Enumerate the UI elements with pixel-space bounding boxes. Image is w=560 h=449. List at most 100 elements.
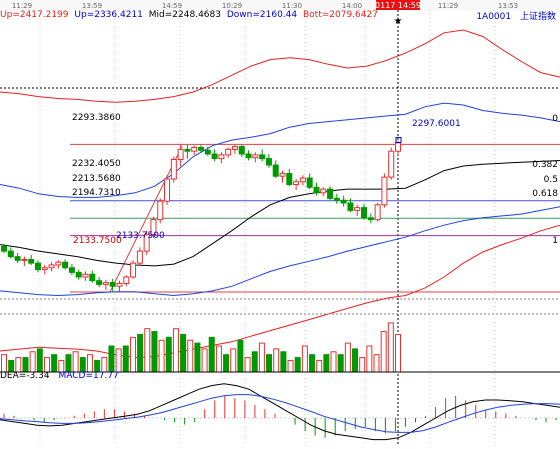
dea-value: DEA=-3.34 — [0, 371, 50, 381]
symbol-name: 上证指数 — [519, 12, 556, 22]
volume-bar — [51, 354, 58, 373]
candle-body — [34, 262, 41, 271]
candle-body — [48, 264, 55, 269]
candle-body — [225, 148, 232, 156]
price-label-618: 2194.7310 — [72, 188, 121, 198]
candle-body — [68, 267, 75, 273]
volume-bar — [187, 339, 194, 373]
candle-body — [177, 148, 184, 161]
volume-bar — [230, 348, 237, 373]
volume-bar — [172, 328, 179, 373]
volume-bar — [1, 354, 7, 373]
volume-bar — [237, 339, 244, 373]
time-tick-label: 11:30 — [282, 2, 302, 10]
price-label-382: 2232.4050 — [72, 159, 121, 169]
volume-bar — [137, 333, 144, 373]
up2-value: Up=2417.2199 — [0, 10, 69, 20]
dif-line — [0, 383, 560, 441]
candle-body — [245, 153, 252, 159]
time-axis: 11:2913:5914:5910:2911:3014:0015:0011:29… — [0, 0, 560, 10]
candle-body — [327, 188, 334, 199]
candle-body — [388, 150, 395, 178]
candle-body — [238, 146, 245, 155]
candle-body — [184, 148, 191, 152]
fib-label-0: 0 — [552, 114, 558, 124]
volume-bar — [309, 354, 316, 373]
volume-bar — [108, 345, 115, 373]
price-panel: ★ — [0, 10, 560, 445]
volume-bar — [165, 336, 172, 373]
volume-bar — [266, 354, 273, 373]
lower-inner-band — [0, 206, 560, 297]
candle-body — [340, 199, 347, 204]
cursor-marker: ★ — [394, 16, 403, 27]
candle-body — [109, 282, 116, 287]
volume-bar — [201, 348, 208, 373]
fib-label-50: 0.5 — [543, 175, 558, 185]
candle-body — [354, 207, 361, 211]
volume-bar — [251, 351, 258, 373]
candle-body — [347, 202, 354, 211]
candle-body — [204, 149, 211, 155]
fib-label-1: 1 — [552, 236, 558, 246]
volume-bar — [330, 351, 337, 373]
candle-body — [306, 177, 313, 188]
candle-body — [75, 271, 82, 278]
candle-body — [123, 276, 130, 284]
volume-bar — [244, 357, 251, 373]
time-tick-label: 14:00 — [342, 2, 362, 10]
fib-label-382: 0.382 — [532, 160, 558, 170]
volume-bar — [258, 342, 265, 373]
price-label-high: 2293.3860 — [72, 113, 121, 123]
price-label-current: 2297.6001 — [412, 119, 461, 129]
price-marker — [395, 136, 402, 143]
volume-bar — [15, 357, 22, 373]
volume-bar — [208, 336, 215, 373]
symbol-code: 1A0001 — [476, 12, 512, 22]
volume-bar — [366, 345, 373, 373]
candle-body — [150, 219, 157, 235]
dea-line — [0, 394, 560, 433]
lower-outer-band — [0, 224, 560, 359]
candle-body — [218, 154, 225, 160]
candle-body — [293, 181, 300, 186]
volume-bar — [115, 348, 122, 373]
time-tick-label: 11:29 — [12, 2, 32, 10]
trend-line — [109, 146, 183, 293]
candle-body — [333, 197, 340, 201]
volume-bar — [180, 333, 187, 373]
candle-body — [286, 172, 293, 185]
volume-bar — [151, 331, 158, 373]
time-tick-label: 11:29 — [438, 2, 458, 10]
volume-bar — [101, 357, 108, 373]
mid-value: Mid=2248.4683 — [148, 10, 221, 20]
volume-bar — [144, 328, 151, 373]
volume-bar — [273, 348, 280, 373]
upper-inner-band — [0, 102, 560, 198]
candle-body — [41, 267, 48, 271]
candle-body — [265, 158, 272, 166]
volume-bar — [194, 342, 201, 373]
band-header: Up=2417.2199 Up=2336.4211 Mid=2248.4683 … — [0, 10, 381, 20]
macd-panel — [0, 383, 560, 441]
candle-body — [28, 258, 35, 264]
macd-value: MACD=17.77 — [58, 371, 119, 381]
volume-bar — [158, 339, 165, 373]
candle-body — [395, 142, 401, 152]
time-axis-bg — [0, 0, 560, 10]
candle-body — [259, 154, 266, 160]
price-label-50: 2213.5680 — [72, 174, 121, 184]
volume-bar — [352, 348, 359, 373]
volume-bar — [36, 348, 43, 373]
candle-body — [157, 200, 164, 221]
volume-bar — [79, 357, 86, 373]
candle-body — [164, 178, 171, 202]
candle-body — [191, 147, 198, 152]
candle-body — [1, 245, 7, 252]
volume-bar — [337, 354, 344, 373]
symbol-box[interactable]: 1A0001 上证指数 — [470, 9, 556, 22]
candle-body — [136, 250, 143, 264]
candle-body — [7, 250, 14, 258]
